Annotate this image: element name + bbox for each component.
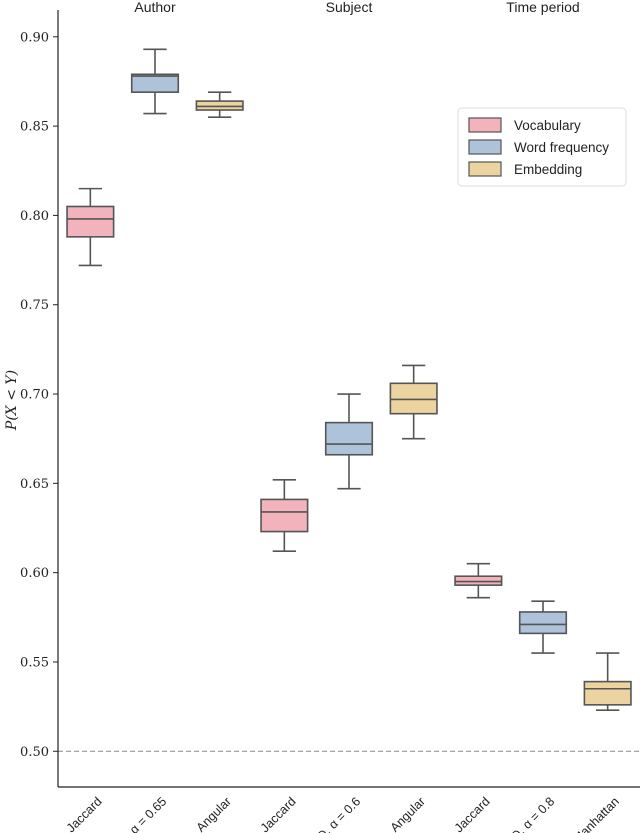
category-label: JSD, α = 0.8	[498, 794, 557, 833]
box-vocabulary	[260, 478, 309, 553]
y-tick-label: 0.65	[20, 477, 49, 492]
box-body	[324, 421, 374, 456]
y-tick-label: 0.75	[20, 298, 49, 313]
group-titles: Author Subject Time period	[134, 0, 579, 15]
legend-label: Embedding	[514, 162, 582, 177]
y-axis-ticks: 0.50 0.55 0.60 0.65 0.70 0.75 0.80 0.85 0.90	[20, 30, 58, 760]
legend-swatch	[468, 139, 502, 155]
group-title: Author	[134, 0, 176, 15]
x-axis-category-labels: Jaccard JSD, α = 0.65 Angular Jaccard JSD, α…	[64, 794, 622, 833]
boxes-layer	[66, 48, 632, 711]
box-body	[454, 575, 503, 586]
category-label: Angular	[388, 794, 428, 833]
box-word-frequency	[518, 600, 568, 654]
category-label: Jaccard	[452, 794, 493, 833]
y-tick-label: 0.85	[20, 120, 49, 135]
axes	[57, 10, 640, 788]
category-label: Jaccard	[258, 794, 299, 833]
box-embedding	[389, 364, 438, 440]
y-tick-label: 0.50	[20, 745, 49, 760]
box-vocabulary	[454, 562, 503, 599]
box-body	[130, 73, 180, 93]
legend-swatch	[468, 161, 502, 177]
group-title: Subject	[326, 0, 373, 15]
box-embedding	[583, 652, 632, 711]
category-label: JSD, α = 0.65	[105, 794, 169, 833]
y-tick-label: 0.55	[20, 655, 49, 670]
legend-label: Word frequency	[514, 140, 609, 155]
category-label: Manhattan	[570, 794, 622, 833]
y-tick-label: 0.80	[20, 209, 49, 224]
box-body	[260, 498, 309, 533]
category-label: Jaccard	[64, 794, 105, 833]
category-label: JSD, α = 0.6	[304, 794, 363, 833]
legend-label: Vocabulary	[514, 118, 581, 133]
box-body	[195, 100, 244, 111]
y-tick-label: 0.70	[20, 388, 49, 403]
box-word-frequency	[130, 48, 180, 115]
box-vocabulary	[66, 187, 115, 267]
y-tick-label: 0.90	[20, 30, 49, 45]
box-body	[583, 680, 632, 706]
category-label: Angular	[194, 794, 234, 833]
legend: Vocabulary Word frequency Embedding	[457, 107, 627, 187]
box-word-frequency	[324, 393, 374, 490]
box-embedding	[195, 91, 244, 118]
box-body	[389, 382, 438, 415]
y-tick-label: 0.60	[20, 566, 49, 581]
y-axis-label: P(X < Y)	[4, 370, 20, 431]
group-title: Time period	[506, 0, 579, 15]
box-body	[518, 611, 568, 635]
box-body	[66, 205, 115, 238]
legend-swatch	[468, 117, 502, 133]
